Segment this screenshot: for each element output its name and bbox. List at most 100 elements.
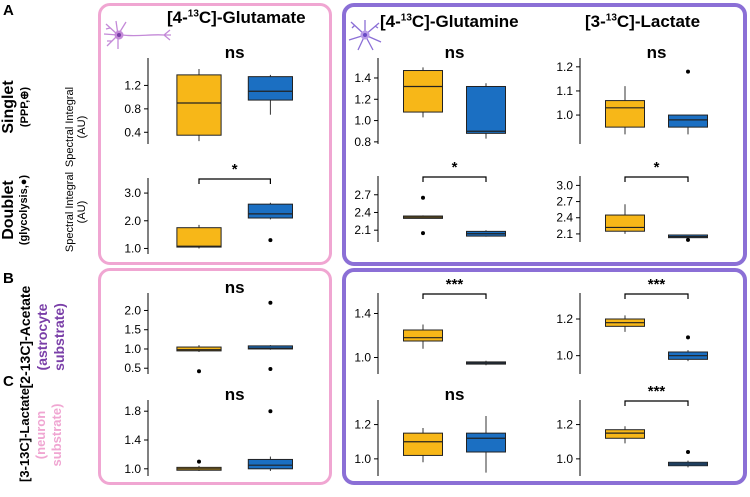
significance-label: * [232,161,238,178]
box-group1 [403,70,443,113]
unit-label-doublet: Spectral Integral (AU) [64,171,88,253]
outlier-point [197,459,201,464]
lactate-substrate-line3: substrate) [49,403,64,467]
column-title-glutamate: [4-13C]-Glutamate [167,8,306,27]
y-tick-label: 1.0 [556,349,573,363]
section-c-label: C [3,373,14,390]
y-tick-label: 1.0 [556,452,573,466]
chart-panel: 1.0 1.2 ns [354,385,506,476]
lactate-substrate-line2: (neuron [33,410,48,460]
neuron-icon [103,20,171,49]
chart-panel: 0.8 1.0 1.2 1.4 ns [354,43,506,149]
box-group2 [247,345,294,350]
outlier-point [268,238,273,243]
outlier-point [686,69,690,74]
y-tick-label: 3.0 [124,186,141,200]
chart-panel: 1.0 1.4 *** [354,276,506,374]
significance-bracket [422,176,487,182]
outlier-point [197,369,201,374]
significance-bracket [198,178,271,184]
significance-label: ns [445,385,465,404]
significance-label: *** [648,383,666,400]
y-tick-label: 1.1 [556,84,573,98]
y-tick-label: 1.2 [354,92,371,106]
y-tick-label: 2.4 [556,211,573,225]
y-tick-label: 1.0 [354,452,371,466]
section-a-label: A [3,2,14,19]
glutamate-frame-bottom [98,268,332,485]
y-tick-label: 1.0 [354,351,371,365]
box-group1 [605,214,645,232]
significance-bracket [624,400,689,406]
y-tick-label: 1.2 [556,60,573,74]
box-group2 [247,458,294,470]
box-group1 [403,432,443,456]
chart-panel: 1.0 1.2 *** [556,383,708,476]
significance-bracket [624,293,689,299]
astrocyte-frame-top [342,3,747,266]
astrocyte-icon [348,20,382,51]
outlier-point [686,237,690,242]
significance-label: ns [225,278,245,297]
y-tick-label: 2.4 [354,205,371,219]
chart-panel: 1.0 1.4 1.8 ns [124,385,294,476]
y-tick-label: 2.0 [124,303,141,317]
box-group2 [466,432,506,453]
outlier-point [686,450,690,454]
y-tick-label: 2.1 [354,223,371,237]
significance-label: ns [225,385,245,404]
y-tick-label: 1.0 [556,108,573,122]
outlier-point [268,409,273,414]
box-group2 [247,76,294,101]
chart-panel: 1.0 1.2 *** [556,276,708,374]
outlier-point [268,300,273,305]
outlier-point [686,335,690,340]
y-tick-label: 1.2 [556,312,573,326]
chart-panel: 1.0 1.1 1.2 ns [556,43,708,144]
significance-label: * [654,159,660,176]
astrocyte-frame-bottom [342,268,747,485]
significance-label: ns [445,43,465,62]
y-tick-label: 1.8 [124,404,141,418]
outlier-point [268,366,273,371]
y-tick-label: 2.1 [556,227,573,241]
y-tick-label: 1.5 [124,323,141,337]
chart-panel: 2.1 2.4 2.7 * [354,159,506,242]
significance-label: ns [225,43,245,62]
chart-panel: 1.0 2.0 3.0 * [124,161,294,255]
outlier-point [421,195,425,200]
significance-label: *** [648,276,666,293]
chart-panel: 0.5 1.0 1.5 2.0 ns [124,278,294,375]
row-label-singlet: Singlet (PPP,⊕) [0,80,31,134]
y-tick-label: 1.2 [556,418,573,432]
y-tick-label: 0.8 [124,102,141,116]
chart-panel: 0.4 0.8 1.2 ns [124,43,294,144]
y-tick-label: 1.0 [354,114,371,128]
y-tick-label: 2.7 [556,195,573,209]
column-title-glutamine: [4-13C]-Glutamine [380,12,519,31]
y-tick-label: 1.2 [354,418,371,432]
y-tick-label: 0.5 [124,361,141,375]
y-tick-label: 1.0 [124,342,141,356]
outlier-point [421,231,425,236]
box-group2 [668,114,708,128]
y-tick-label: 0.4 [124,125,141,139]
box-group1 [176,227,222,248]
y-tick-label: 1.2 [124,78,141,92]
significance-label: * [452,159,458,176]
row-label-lactate: [3-13C]-Lactate (neuron substrate) [17,373,71,497]
box-group1 [176,346,222,352]
y-tick-label: 1.0 [124,241,141,255]
box-group2 [466,85,506,134]
y-tick-label: 1.4 [124,433,141,447]
y-tick-label: 2.0 [124,214,141,228]
column-title-lactate: [3-13C]-Lactate [585,12,701,31]
significance-bracket [422,293,487,299]
y-tick-label: 1.4 [354,71,371,85]
glutamate-frame-top [98,3,332,265]
significance-bracket [624,176,689,182]
box-group2 [247,203,294,219]
y-tick-label: 3.0 [556,178,573,192]
y-tick-label: 1.0 [124,462,141,476]
chart-panel: 2.1 2.4 2.7 3.0 * [556,159,708,242]
